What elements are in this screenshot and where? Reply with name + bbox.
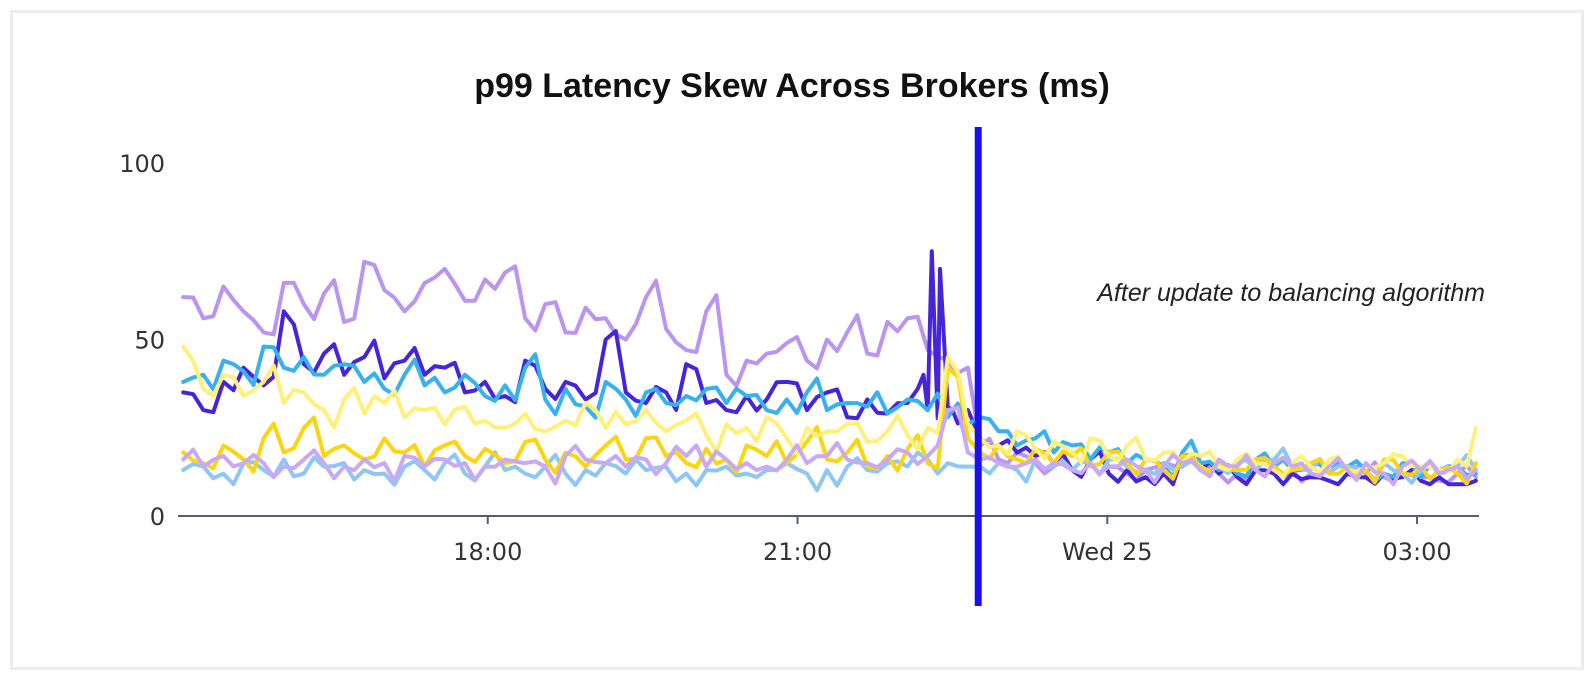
x-tick-label-0300: 03:00 [1382,538,1451,566]
series-lines [181,249,1478,493]
series-line-broker-6 [181,344,1478,479]
x-tick-label-wed25: Wed 25 [1062,538,1153,566]
x-tick-label-1800: 18:00 [453,538,522,566]
y-tick-label-100: 100 [119,150,165,178]
y-tick-label-50: 50 [134,327,165,355]
annotation-text: After update to balancing algorithm [1095,279,1485,307]
y-tick-label-0: 0 [150,503,165,531]
series-line-broker-7 [181,405,1478,487]
latency-chart: p99 Latency Skew Across Brokers (ms) 0 50… [119,67,1485,606]
x-axis-ticks: 18:00 21:00 Wed 25 03:00 [453,516,1452,566]
x-tick-label-2100: 21:00 [763,538,832,566]
chart-card: p99 Latency Skew Across Brokers (ms) 0 50… [10,10,1584,670]
y-axis-labels: 0 50 100 [119,150,165,531]
chart-title: p99 Latency Skew Across Brokers (ms) [474,67,1110,105]
